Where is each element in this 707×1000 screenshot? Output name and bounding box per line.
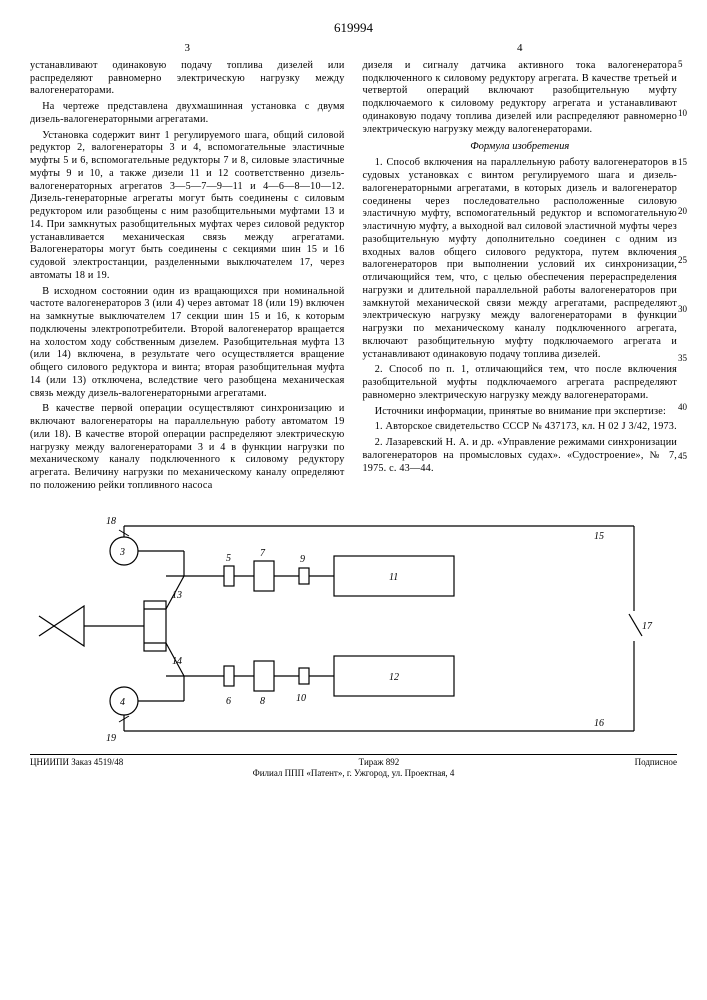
patent-number: 619994 (30, 20, 677, 36)
line-number: 5 (678, 60, 687, 69)
formula-title: Формула изобретения (363, 140, 678, 153)
para: устанавливают одинаковую подачу топлива … (30, 60, 345, 98)
para: Установка содержит винт 1 регулируемого … (30, 130, 345, 283)
sources-heading: Источники информации, принятые во вниман… (363, 406, 678, 419)
para: На чертеже представлена двухмашинная уст… (30, 101, 345, 127)
lbl-4: 4 (120, 697, 125, 708)
page: 619994 3 устанавливают одинаковую подачу… (0, 0, 707, 798)
lbl-16: 16 (594, 718, 604, 729)
claim: 1. Способ включения на параллельную рабо… (363, 157, 678, 361)
footer-center: Тираж 892 (359, 757, 400, 767)
para: дизеля и сигналу датчика активного тока … (363, 60, 678, 137)
lbl-9: 9 (300, 554, 305, 565)
footer-line2: Филиал ППП «Патент», г. Ужгород, ул. Про… (30, 768, 677, 778)
lbl-12: 12 (389, 672, 399, 683)
footer-right: Подписное (635, 757, 677, 767)
lbl-7: 7 (260, 548, 266, 559)
lbl-14: 14 (172, 656, 182, 667)
lbl-19: 19 (106, 733, 116, 744)
source-item: 2. Лазаревский Н. А. и др. «Управление р… (363, 437, 678, 475)
para: В исходном состоянии один из вращающихся… (30, 286, 345, 401)
claim: 2. Способ по п. 1, отличающийся тем, что… (363, 364, 678, 402)
right-column: 4 дизеля и сигналу датчика активного ток… (363, 42, 678, 496)
line-number: 15 (678, 158, 687, 167)
lbl-6: 6 (226, 696, 231, 707)
lbl-11: 11 (389, 572, 398, 583)
lbl-17: 17 (642, 621, 653, 632)
two-column-layout: 3 устанавливают одинаковую подачу топлив… (30, 42, 677, 496)
source-item: 1. Авторское свидетельство СССР № 437173… (363, 421, 678, 434)
footer-left: ЦНИИПИ Заказ 4519/48 (30, 757, 123, 767)
lbl-18: 18 (106, 516, 116, 527)
line-number: 20 (678, 207, 687, 216)
line-number: 10 (678, 109, 687, 118)
schematic-diagram: 3 4 5 6 7 8 9 10 11 12 13 14 15 16 17 18… (34, 506, 674, 746)
line-number: 45 (678, 452, 687, 461)
line-number: 35 (678, 354, 687, 363)
line-number: 30 (678, 305, 687, 314)
para: В качестве первой операции осуществляют … (30, 403, 345, 492)
col-num-right: 4 (363, 42, 678, 56)
col-num-left: 3 (30, 42, 345, 56)
lbl-3: 3 (119, 547, 125, 558)
left-column: 3 устанавливают одинаковую подачу топлив… (30, 42, 345, 496)
lbl-8: 8 (260, 696, 265, 707)
lbl-10: 10 (296, 693, 306, 704)
line-number: 25 (678, 256, 687, 265)
line-numbers: 5 10 15 20 25 30 35 40 45 (678, 42, 687, 461)
lbl-13: 13 (172, 590, 182, 601)
lbl-15: 15 (594, 531, 604, 542)
lbl-5: 5 (226, 553, 231, 564)
footer-line1: ЦНИИПИ Заказ 4519/48 Тираж 892 Подписное (30, 754, 677, 767)
line-number: 40 (678, 403, 687, 412)
